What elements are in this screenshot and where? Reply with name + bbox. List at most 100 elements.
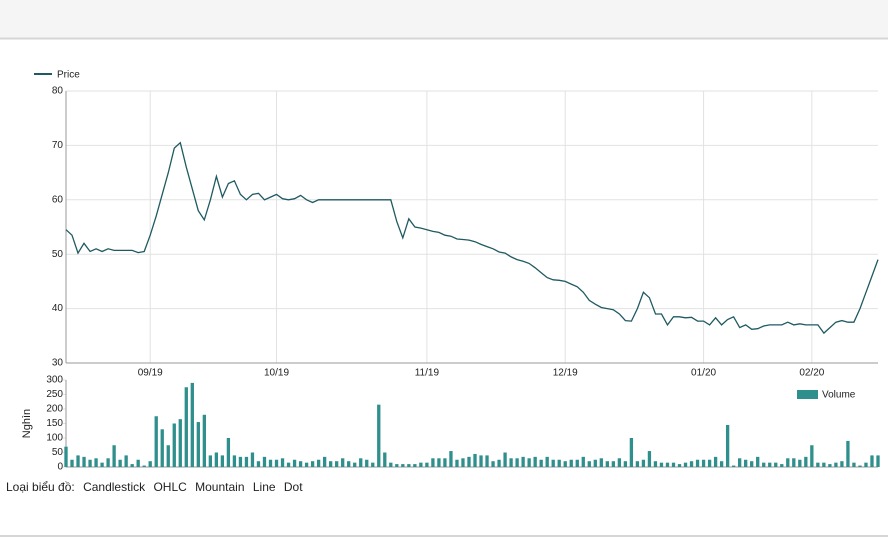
volume-bar bbox=[605, 461, 609, 467]
volume-bar bbox=[335, 461, 339, 467]
volume-bar bbox=[268, 459, 273, 467]
volume-bar bbox=[792, 458, 796, 467]
volume-bar bbox=[274, 459, 279, 467]
volume-bar bbox=[828, 464, 832, 467]
chart-type-option[interactable]: OHLC bbox=[153, 480, 187, 494]
volume-bar bbox=[148, 461, 152, 467]
volume-bar bbox=[130, 464, 134, 467]
volume-bar bbox=[413, 464, 417, 467]
volume-bar bbox=[395, 464, 399, 467]
volume-bar bbox=[713, 456, 718, 467]
volume-bar bbox=[509, 458, 513, 467]
volume-bar bbox=[94, 458, 98, 467]
volume-bar bbox=[707, 459, 712, 467]
volume-bar bbox=[653, 461, 658, 467]
volume-bar bbox=[599, 458, 603, 467]
volume-bar bbox=[611, 461, 616, 467]
y-tick-label: 150 bbox=[46, 418, 63, 429]
volume-bar bbox=[328, 461, 333, 467]
volume-bar bbox=[455, 459, 459, 467]
volume-bar bbox=[238, 456, 243, 467]
volume-bar bbox=[677, 464, 682, 467]
volume-bar bbox=[142, 465, 146, 467]
volume-bar bbox=[569, 459, 573, 467]
volume-bar bbox=[563, 461, 567, 467]
legend-label: Price bbox=[57, 70, 80, 81]
x-tick-label: 09/19 bbox=[138, 368, 163, 379]
volume-bar bbox=[449, 451, 453, 467]
volume-bar bbox=[539, 459, 543, 467]
chart-type-option[interactable]: Line bbox=[252, 480, 276, 494]
volume-bar bbox=[503, 452, 507, 467]
volume-bar bbox=[304, 462, 309, 467]
volume-bar bbox=[822, 462, 826, 467]
volume-bar bbox=[371, 462, 375, 467]
y-tick-label: 0 bbox=[57, 462, 63, 473]
volume-bar bbox=[719, 461, 724, 467]
volume-bar bbox=[635, 461, 640, 467]
volume-bar bbox=[76, 455, 80, 467]
volume-bar bbox=[407, 464, 411, 467]
volume-bar bbox=[774, 462, 778, 467]
volume-bar bbox=[461, 458, 465, 467]
y-tick-label: 200 bbox=[46, 404, 63, 415]
x-tick-label: 12/19 bbox=[553, 368, 578, 379]
volume-bar bbox=[347, 461, 351, 467]
volume-bar bbox=[244, 456, 249, 467]
y-tick-label: 70 bbox=[52, 140, 64, 151]
x-tick-label: 02/20 bbox=[799, 368, 824, 379]
volume-bar bbox=[118, 459, 122, 467]
volume-bar bbox=[587, 461, 591, 467]
volume-bar bbox=[202, 414, 206, 467]
chart-type-option[interactable]: Mountain bbox=[195, 480, 245, 494]
volume-bar bbox=[226, 438, 231, 467]
volume-bar bbox=[341, 458, 345, 467]
volume-bar bbox=[316, 459, 321, 467]
volume-bar bbox=[750, 461, 754, 467]
price-line bbox=[65, 141, 879, 335]
volume-bar bbox=[671, 462, 676, 467]
top-band bbox=[0, 0, 888, 38]
volume-bar bbox=[731, 465, 736, 467]
volume-bar bbox=[485, 455, 489, 467]
volume-bar bbox=[593, 459, 597, 467]
volume-bar bbox=[840, 461, 844, 467]
volume-bar bbox=[683, 462, 688, 467]
legend-label: Volume bbox=[822, 390, 856, 401]
volume-bar bbox=[870, 455, 874, 467]
volume-bar bbox=[515, 458, 519, 467]
volume-bar bbox=[88, 459, 92, 467]
volume-bar bbox=[70, 459, 74, 467]
volume-bar bbox=[852, 462, 856, 467]
volume-bar bbox=[617, 458, 622, 467]
volume-bar bbox=[250, 452, 255, 467]
volume-bar bbox=[467, 456, 471, 467]
volume-bar bbox=[689, 461, 694, 467]
volume-bar bbox=[82, 456, 86, 467]
volume-bar bbox=[557, 459, 561, 467]
volume-bar bbox=[581, 456, 585, 467]
volume-bar bbox=[551, 459, 555, 467]
volume-bar bbox=[846, 440, 850, 467]
volume-bar bbox=[756, 456, 760, 467]
volume-bar bbox=[762, 462, 766, 467]
volume-bar bbox=[738, 458, 742, 467]
volume-bar bbox=[804, 456, 808, 467]
volume-bar bbox=[798, 459, 802, 467]
volume-bar bbox=[353, 462, 357, 467]
volume-bar bbox=[780, 464, 784, 467]
volume-bar bbox=[286, 462, 291, 467]
y-tick-label: 30 bbox=[52, 358, 64, 369]
chart-type-option[interactable]: Dot bbox=[283, 480, 303, 494]
volume-bar bbox=[365, 459, 369, 467]
volume-bar bbox=[695, 459, 700, 467]
volume-bar bbox=[383, 452, 387, 467]
legend-swatch bbox=[797, 390, 818, 399]
volume-bar bbox=[419, 462, 423, 467]
chart-type-option[interactable]: Candlestick bbox=[83, 480, 146, 494]
volume-bar bbox=[280, 458, 285, 467]
volume-bar bbox=[172, 423, 176, 467]
volume-bar bbox=[310, 461, 315, 467]
